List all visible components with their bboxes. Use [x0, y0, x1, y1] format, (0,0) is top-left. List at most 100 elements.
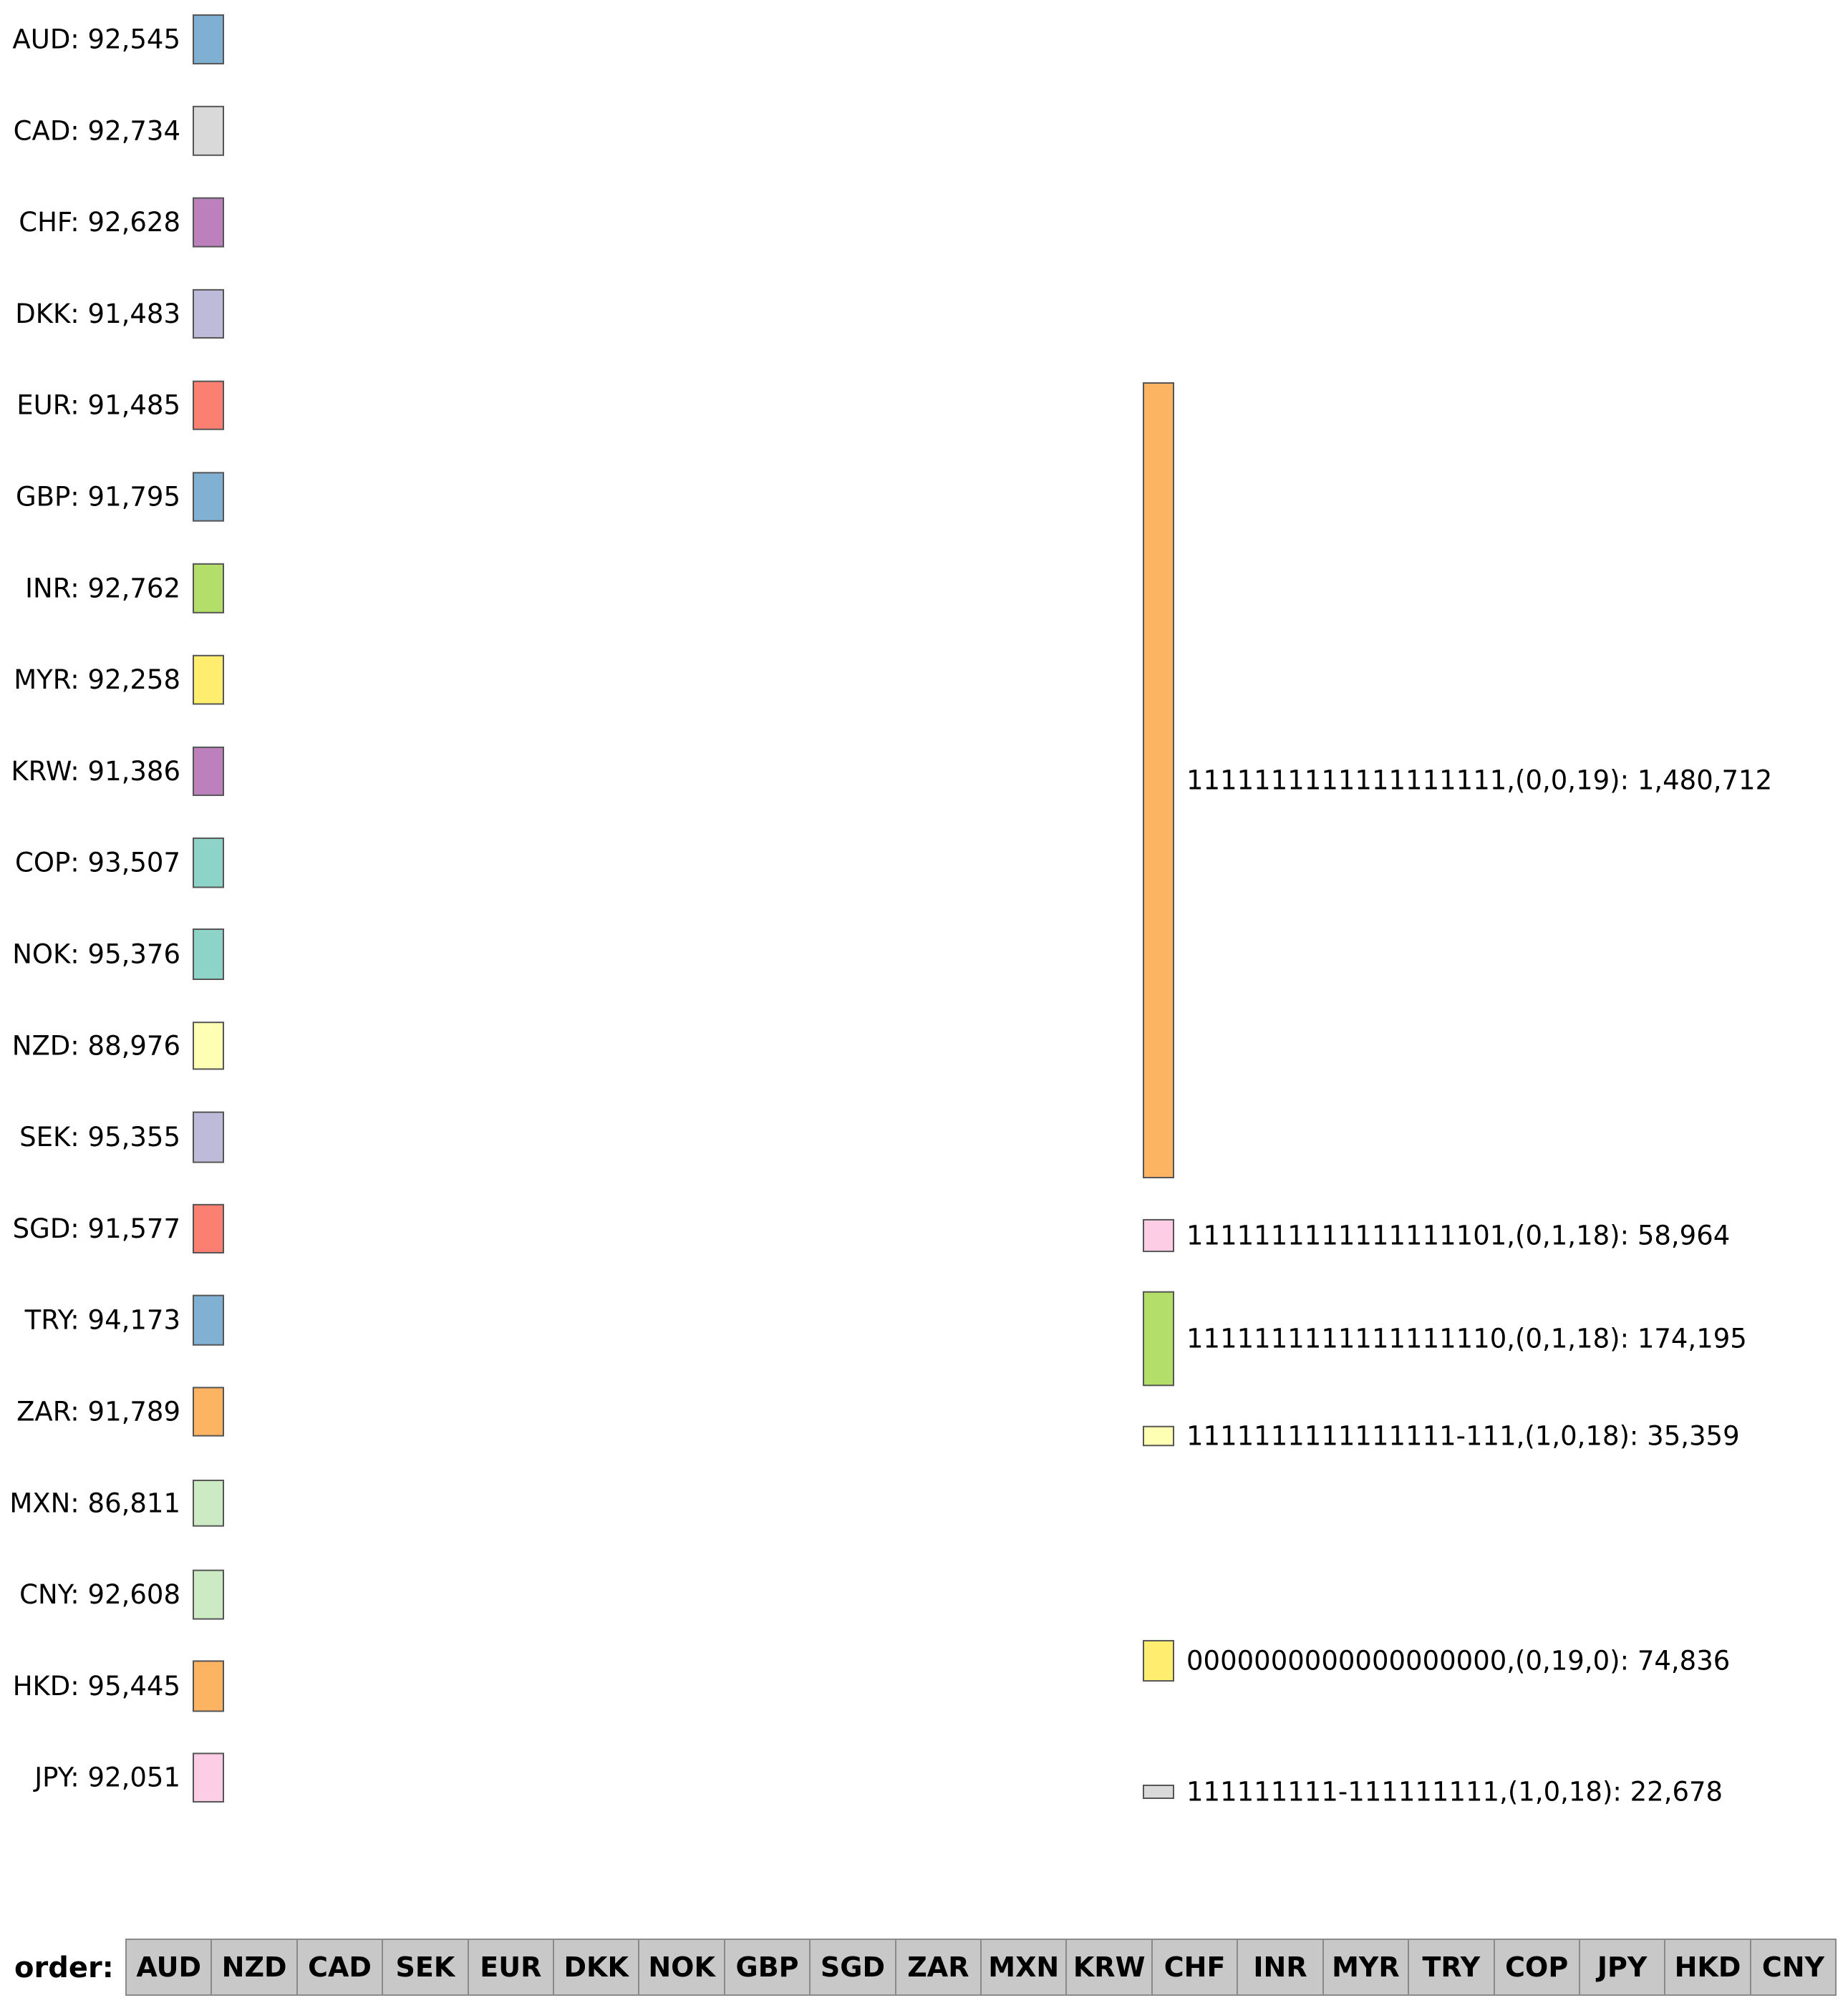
link-eur-t2[interactable] [223, 427, 1143, 1224]
link-hkd-t2[interactable] [223, 1233, 1143, 1691]
link-inr-t2[interactable] [223, 611, 1143, 1226]
link-aud-t1[interactable] [223, 15, 1143, 427]
order-item-sek[interactable]: SEK [382, 1939, 468, 1996]
source-node-sek[interactable] [193, 1111, 224, 1163]
link-gbp-t2[interactable] [223, 519, 1143, 1225]
link-zar-t1[interactable] [223, 1038, 1143, 1433]
link-gbp-t1[interactable] [223, 472, 1143, 644]
link-try-t2[interactable] [223, 1231, 1143, 1343]
link-hkd-t3[interactable] [223, 1369, 1143, 1694]
order-item-inr[interactable]: INR [1237, 1939, 1322, 1996]
link-hkd-t4[interactable] [223, 1445, 1143, 1694]
source-node-cop[interactable] [193, 837, 224, 888]
link-nzd-t3[interactable] [223, 1068, 1143, 1347]
source-node-dkk[interactable] [193, 288, 224, 339]
link-zar-t2[interactable] [223, 1232, 1143, 1434]
link-jpy-t1[interactable] [223, 1161, 1143, 1771]
order-item-chf[interactable]: CHF [1151, 1939, 1237, 1996]
link-gbp-t3[interactable] [223, 520, 1143, 1321]
link-aud-t2[interactable] [223, 62, 1143, 1221]
link-hkd-t1[interactable] [223, 1138, 1143, 1686]
target-node-t3[interactable] [1143, 1291, 1174, 1387]
link-krw-t2[interactable] [223, 793, 1143, 1226]
source-node-myr[interactable] [193, 654, 224, 705]
link-chf-t1[interactable] [223, 198, 1143, 514]
link-jpy-t5[interactable] [223, 1675, 1143, 1791]
source-node-krw[interactable] [193, 746, 224, 796]
link-aud-t3[interactable] [223, 62, 1143, 1296]
order-item-nzd[interactable]: NZD [211, 1939, 296, 1996]
source-node-jpy[interactable] [193, 1752, 224, 1803]
target-node-t5[interactable] [1143, 1639, 1174, 1682]
link-sek-t3[interactable] [223, 1161, 1143, 1350]
link-cop-t4[interactable] [223, 886, 1143, 1427]
link-sek-t2[interactable] [223, 1160, 1143, 1231]
order-item-cny[interactable]: CNY [1749, 1939, 1837, 1996]
link-nok-t2[interactable] [223, 976, 1143, 1228]
link-nzd-t1[interactable] [223, 863, 1143, 1067]
link-try-t4[interactable] [223, 1344, 1143, 1430]
order-item-eur[interactable]: EUR [467, 1939, 553, 1996]
link-nzd-t2[interactable] [223, 1067, 1143, 1229]
link-jpy-t3[interactable] [223, 1380, 1143, 1785]
link-cad-t3[interactable] [223, 154, 1143, 1300]
link-chf-t2[interactable] [223, 243, 1143, 1223]
source-node-nok[interactable] [193, 928, 224, 980]
source-node-chf[interactable] [193, 197, 224, 248]
source-node-eur[interactable] [193, 380, 224, 430]
order-item-hkd[interactable]: HKD [1664, 1939, 1750, 1996]
order-item-mxn[interactable]: MXN [980, 1939, 1066, 1996]
link-sgd-t2[interactable] [223, 1231, 1143, 1252]
order-item-zar[interactable]: ZAR [894, 1939, 981, 1996]
link-dkk-t3[interactable] [223, 336, 1143, 1311]
source-node-hkd[interactable] [193, 1660, 224, 1712]
order-item-gbp[interactable]: GBP [723, 1939, 810, 1996]
link-nok-t1[interactable] [223, 819, 1143, 976]
link-hkd-t5[interactable] [223, 1658, 1143, 1711]
link-zar-t3[interactable] [223, 1358, 1143, 1436]
order-item-krw[interactable]: KRW [1065, 1939, 1151, 1996]
order-item-dkk[interactable]: DKK [553, 1939, 639, 1996]
target-node-t1[interactable] [1143, 382, 1174, 1178]
link-try-t3[interactable] [223, 1343, 1143, 1358]
source-node-cny[interactable] [193, 1569, 224, 1620]
link-cad-t1[interactable] [223, 107, 1143, 471]
order-item-jpy[interactable]: JPY [1578, 1939, 1665, 1996]
link-myr-t1[interactable] [223, 656, 1143, 732]
order-item-try[interactable]: TRY [1408, 1939, 1494, 1996]
source-node-gbp[interactable] [193, 472, 224, 522]
link-mxn-t1[interactable] [223, 1080, 1143, 1510]
link-cad-t2[interactable] [223, 153, 1143, 1221]
source-node-aud[interactable] [193, 14, 224, 64]
link-nok-t4[interactable] [223, 979, 1143, 1429]
link-inr-t1[interactable] [223, 564, 1143, 688]
link-nok-t3[interactable] [223, 977, 1143, 1344]
link-dkk-t1[interactable] [223, 290, 1143, 557]
link-cny-t1[interactable] [223, 1108, 1143, 1602]
link-mxn-t4[interactable] [223, 1430, 1143, 1526]
link-sgd-t3[interactable] [223, 1252, 1143, 1354]
link-sgd-t1[interactable] [223, 951, 1143, 1251]
link-cop-t3[interactable] [223, 886, 1143, 1339]
link-krw-t1[interactable] [223, 732, 1143, 793]
order-item-cop[interactable]: COP [1493, 1939, 1579, 1996]
link-cop-t1[interactable] [223, 775, 1143, 885]
link-dkk-t2[interactable] [223, 336, 1143, 1223]
source-node-nzd[interactable] [193, 1022, 224, 1070]
source-node-zar[interactable] [193, 1387, 224, 1437]
order-item-nok[interactable]: NOK [638, 1939, 724, 1996]
link-sek-t1[interactable] [223, 906, 1143, 1160]
source-node-mxn[interactable] [193, 1479, 224, 1527]
link-eur-t3[interactable] [223, 428, 1143, 1317]
target-node-t2[interactable] [1143, 1218, 1174, 1253]
link-myr-t3[interactable] [223, 702, 1143, 1331]
order-item-myr[interactable]: MYR [1322, 1939, 1408, 1996]
link-mxn-t3[interactable] [223, 1365, 1143, 1510]
link-eur-t1[interactable] [223, 382, 1143, 601]
link-krw-t3[interactable] [223, 794, 1143, 1336]
link-cop-t2[interactable] [223, 885, 1143, 1228]
link-jpy-t6[interactable] [223, 1785, 1143, 1802]
source-node-inr[interactable] [193, 563, 224, 613]
link-try-t1[interactable] [223, 994, 1143, 1342]
order-item-sgd[interactable]: SGD [809, 1939, 895, 1996]
